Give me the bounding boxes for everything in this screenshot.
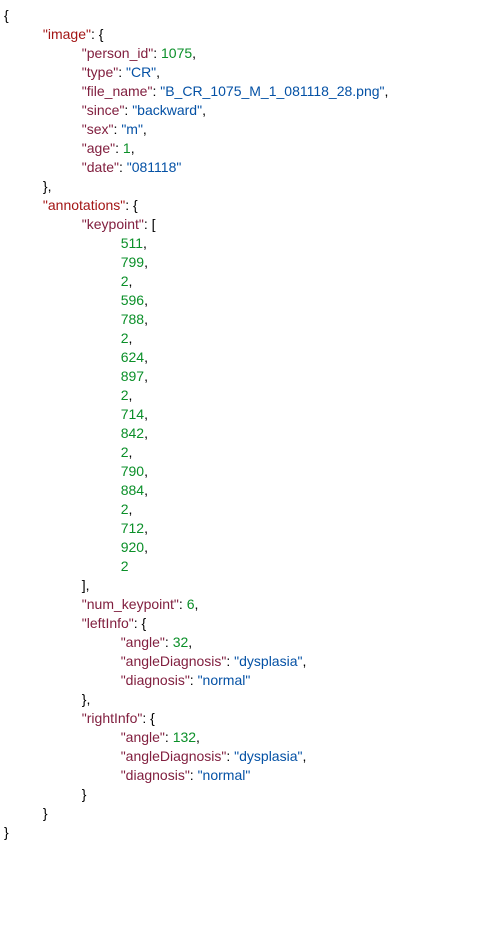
json-source-display: { "image": { "person_id": 1075, "type": …	[0, 0, 501, 848]
